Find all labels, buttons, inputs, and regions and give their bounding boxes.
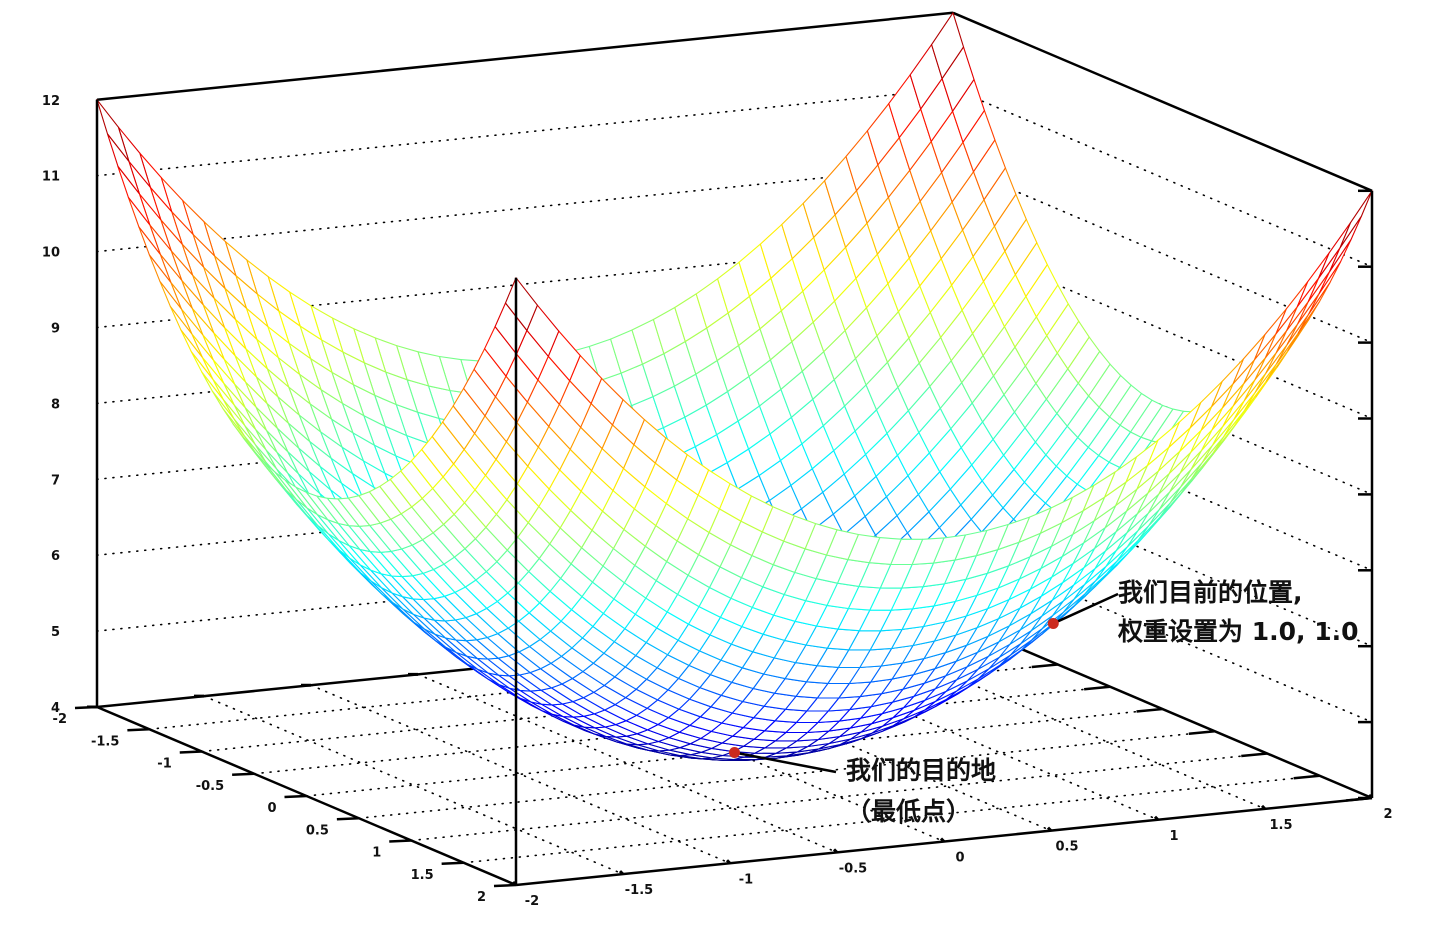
grid-line-z-back-left [96,391,954,481]
box-edge-top-back-left [96,11,954,102]
annotation-current-line-1: 我们目前的位置, [1118,578,1303,607]
z-tick-label: 7 [51,473,60,488]
x-tick-label: -2 [525,894,539,909]
mesh-cell [1339,190,1373,249]
y-tick-label: 0 [267,801,276,816]
annotations: 我们目前的位置, 权重设置为 1.0, 1.0 我们的目的地 （最低点） [729,578,1358,826]
x-tick [1046,826,1053,832]
x-tick-label: 0 [955,851,964,866]
annotation-leader-line [1052,592,1119,625]
x-tick-label: -1 [739,872,753,887]
y-tick [336,817,359,821]
x-tick-label: 1.5 [1269,818,1292,833]
grid-line-z-back-left [96,87,954,177]
annotation-leader-line [734,751,837,774]
z-tick-label: 9 [51,322,60,337]
grid-line-y [410,752,1269,842]
y-tick-label: -1.5 [91,734,119,749]
tick-labels: -2 -1.5 -1 -0.5 0 0.5 1 1.5 2 -2 -1.5 -1 -0.5 0 0.5 1 1.… [42,94,1393,909]
grid-line-z-back-left [96,543,954,632]
y-tick-label: 0.5 [306,823,329,838]
z-tick-label: 10 [42,246,60,261]
y-tick-label: -2 [53,712,67,727]
y-tick [179,750,202,754]
grid-line-y [148,641,1007,731]
annotation-current-line-2: 权重设置为 1.0, 1.0 [1117,617,1358,646]
annotation-point-marker [729,747,740,758]
y-tick [493,883,517,888]
x-tick [1153,815,1160,821]
y-tick [389,839,412,843]
x-tick [939,837,946,843]
annotation-minimum-line-1: 我们的目的地 [846,756,996,785]
y-tick [232,772,255,776]
grid-line-z-back-left [96,467,954,557]
z-tick-label: 6 [51,549,60,564]
x-tick-label: 1 [1169,829,1178,844]
mesh-cell [96,99,130,162]
z-tick-label: 12 [42,94,60,109]
grid-line-y [462,774,1321,864]
x-tick [725,859,732,865]
grid-line-y [305,708,1164,797]
x-tick [832,848,839,854]
x-tick-label: -0.5 [839,861,867,876]
z-tick-label: 5 [51,625,60,640]
surface-mesh [96,12,1373,761]
x-tick-label: 0.5 [1055,840,1078,855]
grid-line-y [253,685,1111,775]
y-tick-label: 1 [372,846,381,861]
grid-line-x [203,695,624,875]
y-tick-label: -1 [157,757,171,772]
x-tick [1260,804,1267,810]
y-tick [127,728,150,732]
grid-line-y [358,730,1216,820]
y-tick-mirror [1031,663,1058,669]
y-tick-label: -0.5 [196,779,224,794]
y-tick-mirror [1136,707,1163,713]
y-tick-mirror [1241,752,1268,758]
y-tick-mirror [1188,730,1215,735]
grid-line-z-back-left [96,163,954,253]
box-edge-top-back-right [952,11,1373,192]
y-tick-mirror [1084,685,1111,691]
y-tick-label: 2 [477,890,486,905]
mesh-cell [504,277,538,331]
axis-ticks [74,189,1374,888]
annotation-point-marker [1047,617,1059,629]
z-tick-label: 4 [51,701,60,716]
y-tick-label: 1.5 [411,868,434,883]
x-tick [618,870,625,876]
annotation-minimum-line-2: （最低点） [846,797,971,826]
x-tick-label: 2 [1383,807,1392,822]
x-tick [511,880,518,887]
z-tick-label: 11 [42,170,60,185]
grid-line-y [200,663,1059,753]
z-tick-label: 8 [51,397,60,412]
mesh-cell [1329,215,1363,272]
mesh-cell [931,12,965,80]
x-tick-label: -1.5 [625,883,653,898]
y-tick [74,705,98,710]
y-tick-mirror [1293,774,1320,780]
y-tick [441,861,464,865]
y-tick [284,794,307,799]
